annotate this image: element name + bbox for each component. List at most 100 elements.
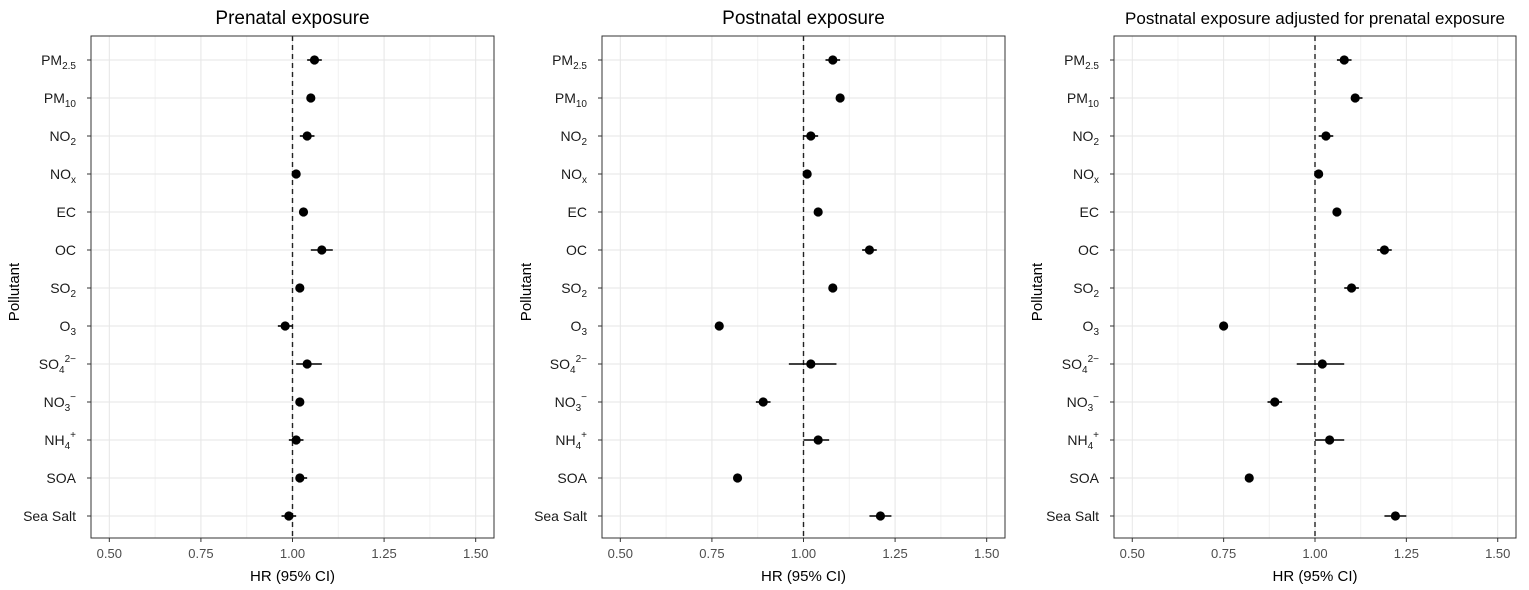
x-tick-label: 1.00 bbox=[280, 546, 305, 561]
pollutant-base: SO bbox=[550, 356, 570, 372]
pollutant-base: OC bbox=[1078, 242, 1099, 258]
pollutant-base: PM bbox=[41, 52, 62, 68]
y-tick-label: SO2 bbox=[50, 280, 76, 300]
x-tick-label: 0.75 bbox=[699, 546, 724, 561]
pollutant-base: SOA bbox=[557, 470, 587, 486]
hr-point bbox=[758, 397, 768, 407]
panel-title: Postnatal exposure bbox=[722, 8, 885, 29]
pollutant-subscript: 3 bbox=[1093, 327, 1099, 338]
y-tick-label: NO2 bbox=[1072, 128, 1099, 148]
y-tick-label: O3 bbox=[1083, 318, 1100, 338]
hr-point bbox=[291, 169, 301, 179]
pollutant-base: NO bbox=[560, 128, 581, 144]
hr-point bbox=[732, 473, 743, 483]
pollutant-subscript: 4 bbox=[59, 365, 65, 376]
pollutant-superscript: − bbox=[581, 392, 587, 403]
y-tick-label: SO42− bbox=[39, 354, 76, 376]
pollutant-subscript: 2 bbox=[1093, 289, 1099, 300]
pollutant-subscript: 4 bbox=[570, 365, 576, 376]
hr-point bbox=[1350, 93, 1360, 103]
x-tick-label: 1.00 bbox=[1302, 546, 1327, 561]
pollutant-base: O bbox=[1083, 318, 1094, 334]
pollutant-superscript: 2− bbox=[576, 354, 588, 365]
y-tick-label: SOA bbox=[1069, 470, 1099, 486]
hr-point bbox=[298, 207, 309, 217]
y-tick-label: SOA bbox=[557, 470, 587, 486]
pollutant-base: NO bbox=[555, 394, 576, 410]
y-tick-label: NOx bbox=[561, 166, 587, 186]
hr-point bbox=[317, 245, 327, 255]
pollutant-base: NH bbox=[44, 432, 64, 448]
y-tick-label: SO42− bbox=[1062, 354, 1099, 376]
pollutant-subscript: 3 bbox=[70, 327, 76, 338]
hr-point bbox=[813, 207, 823, 217]
pollutant-subscript: 4 bbox=[576, 441, 582, 452]
pollutant-superscript: + bbox=[581, 430, 587, 441]
pollutant-base: SOA bbox=[1069, 470, 1099, 486]
hr-point bbox=[295, 473, 305, 483]
pollutant-subscript: 2.5 bbox=[573, 61, 587, 72]
y-tick-label: SOA bbox=[46, 470, 76, 486]
x-tick-label: 1.25 bbox=[1394, 546, 1419, 561]
x-tick-label: 1.00 bbox=[791, 546, 816, 561]
y-tick-label: O3 bbox=[571, 318, 588, 338]
y-tick-label: NOx bbox=[50, 166, 76, 186]
x-tick-label: 0.50 bbox=[1120, 546, 1145, 561]
y-tick-label: PM10 bbox=[44, 90, 77, 110]
y-axis-label: Pollutant bbox=[518, 262, 535, 321]
hr-point bbox=[302, 131, 312, 141]
pollutant-base: NO bbox=[1073, 166, 1094, 182]
y-tick-label: O3 bbox=[60, 318, 77, 338]
pollutant-subscript: x bbox=[1094, 175, 1099, 186]
pollutant-base: Sea Salt bbox=[1046, 508, 1099, 524]
hr-point bbox=[1270, 397, 1280, 407]
pollutant-subscript: 2 bbox=[1093, 137, 1099, 148]
hr-point bbox=[1321, 131, 1331, 141]
y-tick-label: OC bbox=[55, 242, 76, 258]
pollutant-base: NH bbox=[555, 432, 575, 448]
hr-point bbox=[806, 359, 816, 369]
y-tick-label: NO3− bbox=[1067, 392, 1100, 414]
hr-point bbox=[864, 245, 875, 255]
hr-point bbox=[1390, 511, 1400, 521]
hr-point bbox=[1317, 359, 1327, 369]
pollutant-superscript: + bbox=[1093, 430, 1099, 441]
panel-3: 0.50 0.75 1.00 1.25 1.50PM2.5PM10NO2NOxECOCS… bbox=[1029, 9, 1517, 585]
hr-point bbox=[1339, 55, 1349, 65]
x-tick-label: 0.50 bbox=[97, 546, 122, 561]
y-tick-label: PM2.5 bbox=[552, 52, 587, 72]
pollutant-base: SO bbox=[1062, 356, 1082, 372]
pollutant-subscript: 3 bbox=[65, 403, 71, 414]
hr-point bbox=[875, 511, 886, 521]
y-tick-label: EC bbox=[1080, 204, 1099, 220]
pollutant-subscript: x bbox=[71, 175, 76, 186]
hr-point bbox=[828, 55, 838, 65]
pollutant-subscript: 4 bbox=[65, 441, 71, 452]
hr-point bbox=[835, 93, 845, 103]
y-tick-label: NH4+ bbox=[1067, 430, 1099, 452]
pollutant-base: NO bbox=[1072, 128, 1093, 144]
pollutant-subscript: 2 bbox=[70, 289, 76, 300]
pollutant-base: SO bbox=[1073, 280, 1093, 296]
x-tick-label: 1.50 bbox=[463, 546, 488, 561]
pollutant-base: SO bbox=[39, 356, 59, 372]
hr-point bbox=[802, 169, 812, 179]
hr-point bbox=[1325, 435, 1335, 445]
pollutant-subscript: 3 bbox=[576, 403, 582, 414]
pollutant-base: NH bbox=[1067, 432, 1087, 448]
y-tick-label: PM2.5 bbox=[41, 52, 76, 72]
pollutant-base: Sea Salt bbox=[23, 508, 76, 524]
x-tick-label: 1.25 bbox=[882, 546, 907, 561]
x-tick-label: 1.50 bbox=[974, 546, 999, 561]
pollutant-superscript: 2− bbox=[1088, 354, 1100, 365]
hr-point bbox=[1332, 207, 1342, 217]
hr-point bbox=[309, 55, 320, 65]
pollutant-base: PM bbox=[1064, 52, 1085, 68]
pollutant-base: OC bbox=[55, 242, 76, 258]
pollutant-base: SO bbox=[50, 280, 70, 296]
hr-point bbox=[1219, 321, 1229, 331]
panel-title: Prenatal exposure bbox=[215, 8, 369, 29]
pollutant-base: Sea Salt bbox=[534, 508, 587, 524]
pollutant-subscript: 3 bbox=[1088, 403, 1094, 414]
y-tick-label: Sea Salt bbox=[534, 508, 587, 524]
